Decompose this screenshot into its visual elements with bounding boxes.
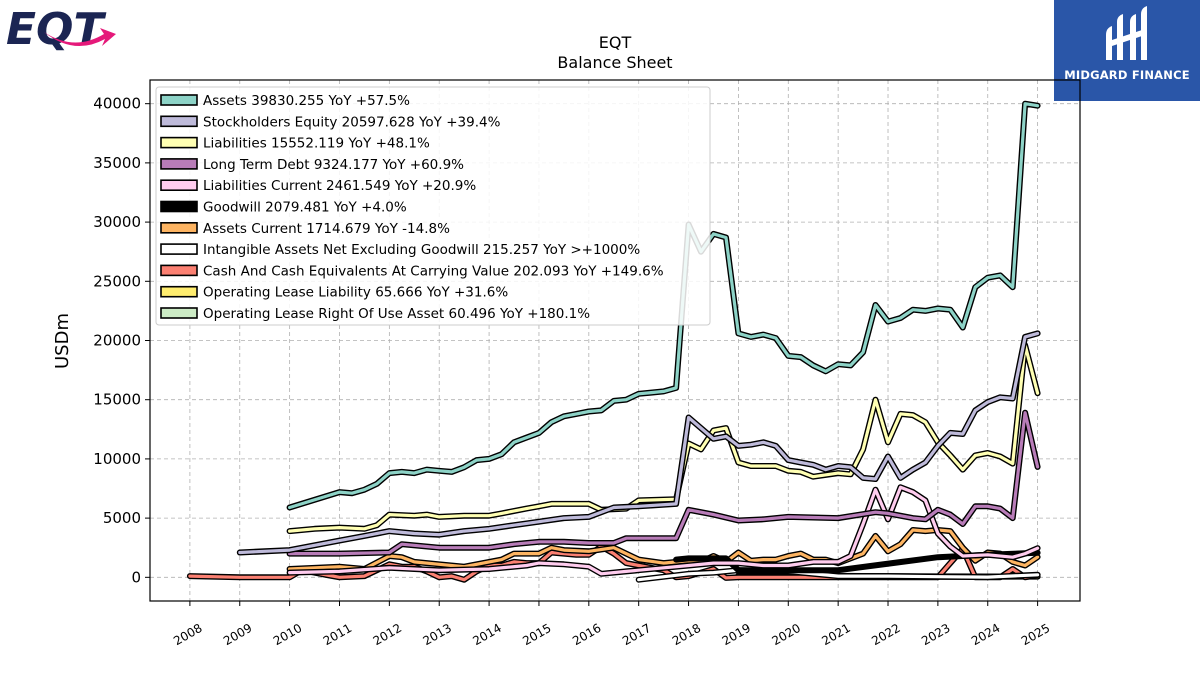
x-tick-label: 2016 <box>570 621 603 648</box>
x-tick-label: 2013 <box>420 621 453 648</box>
x-tick-label: 2012 <box>371 621 404 648</box>
midgard-logo-mark <box>1106 6 1147 60</box>
legend-item: Liabilities 15552.119 YoY +48.1% <box>160 136 430 152</box>
x-tick-label: 2022 <box>869 621 902 648</box>
legend-swatch <box>160 158 198 170</box>
legend-swatch <box>160 179 198 191</box>
legend-label: Operating Lease Liability 65.666 YoY +31… <box>203 285 508 301</box>
series-stockholders-equity <box>236 330 1041 556</box>
x-tick-label: 2019 <box>720 621 753 648</box>
x-tick-label: 2009 <box>221 621 254 648</box>
y-tick-label: 20000 <box>93 332 141 350</box>
eqt-logo: EQT <box>6 4 116 54</box>
legend-swatch <box>160 222 198 234</box>
legend-swatch <box>160 243 198 255</box>
legend-item: Stockholders Equity 20597.628 YoY +39.4% <box>160 114 501 130</box>
legend-swatch <box>160 136 198 149</box>
eqt-logo-text: EQT <box>6 4 106 54</box>
x-tick-label: 2015 <box>520 621 553 648</box>
series-line <box>288 411 1040 556</box>
legend-item: Assets 39830.255 YoY +57.5% <box>160 93 410 109</box>
series-line <box>288 343 1040 533</box>
x-tick-label: 2014 <box>470 621 503 648</box>
legend-label: Stockholders Equity 20597.628 YoY +39.4% <box>203 114 501 130</box>
x-tick-label: 2025 <box>1019 621 1052 648</box>
x-tick-label: 2020 <box>770 621 803 648</box>
y-tick-label: 40000 <box>93 95 141 113</box>
legend-item: Operating Lease Liability 65.666 YoY +31… <box>160 285 508 301</box>
legend: Assets 39830.255 YoY +57.5% Stockholders … <box>155 86 711 326</box>
y-tick-label: 0 <box>131 568 141 586</box>
series-liabilities <box>286 342 1041 535</box>
x-tick-label: 2011 <box>321 621 354 648</box>
y-tick-label: 5000 <box>103 509 141 527</box>
legend-label: Operating Lease Right Of Use Asset 60.49… <box>203 306 590 322</box>
legend-label: Liabilities 15552.119 YoY +48.1% <box>203 136 430 152</box>
y-tick-label: 10000 <box>93 450 141 468</box>
series-line <box>637 568 1040 582</box>
legend-label: Liabilities Current 2461.549 YoY +20.9% <box>203 178 476 194</box>
y-axis-label: USDm <box>52 313 73 369</box>
legend-label: Long Term Debt 9324.177 YoY +60.9% <box>203 157 464 173</box>
midgard-finance-logo: MIDGARD FINANCE <box>1054 0 1200 101</box>
legend-label: Cash And Cash Equivalents At Carrying Va… <box>203 263 664 279</box>
legend-swatch <box>160 94 198 106</box>
legend-swatch <box>160 285 198 298</box>
series-line <box>288 485 1040 576</box>
legend-item: Assets Current 1714.679 YoY -14.8% <box>160 221 450 237</box>
x-tick-label: 2010 <box>271 621 304 648</box>
series-liabilities-current <box>286 484 1041 577</box>
x-tick-label: 2021 <box>819 621 852 648</box>
x-tick-label: 2024 <box>969 621 1002 648</box>
series-line <box>288 528 1040 571</box>
x-tick-label: 2008 <box>171 621 204 648</box>
legend-label: Goodwill 2079.481 YoY +4.0% <box>203 200 407 216</box>
legend-swatch <box>160 115 198 128</box>
legend-label: Assets 39830.255 YoY +57.5% <box>203 93 410 109</box>
series-long-term-debt <box>286 409 1041 557</box>
midgard-logo-text: MIDGARD FINANCE <box>1064 68 1190 82</box>
y-tick-label: 30000 <box>93 213 141 231</box>
legend-box <box>155 86 711 326</box>
legend-item: Cash And Cash Equivalents At Carrying Va… <box>160 263 664 279</box>
series-line <box>238 331 1040 555</box>
eqt-logo-arrow <box>44 28 116 47</box>
legend-swatch <box>160 264 198 277</box>
chart-title: EQT <box>599 33 632 52</box>
legend-swatch <box>160 307 198 319</box>
series-assets-current <box>286 527 1041 572</box>
x-tick-label: 2023 <box>919 621 952 648</box>
y-tick-label: 15000 <box>93 391 141 409</box>
x-tick-label: 2018 <box>670 621 703 648</box>
legend-item: Operating Lease Right Of Use Asset 60.49… <box>160 306 590 322</box>
y-tick-label: 25000 <box>93 272 141 290</box>
legend-label: Intangible Assets Net Excluding Goodwill… <box>203 242 640 258</box>
legend-swatch <box>160 200 198 213</box>
y-tick-label: 35000 <box>93 154 141 172</box>
legend-label: Assets Current 1714.679 YoY -14.8% <box>203 221 450 237</box>
x-tick-label: 2017 <box>620 621 653 648</box>
legend-item: Intangible Assets Net Excluding Goodwill… <box>160 242 640 258</box>
legend-item: Liabilities Current 2461.549 YoY +20.9% <box>160 178 476 194</box>
series-intangible-assets-net-excluding-goodwill <box>635 567 1041 583</box>
chart-subtitle: Balance Sheet <box>557 53 672 72</box>
legend-item: Long Term Debt 9324.177 YoY +60.9% <box>160 157 464 173</box>
legend-item: Goodwill 2079.481 YoY +4.0% <box>160 200 407 216</box>
